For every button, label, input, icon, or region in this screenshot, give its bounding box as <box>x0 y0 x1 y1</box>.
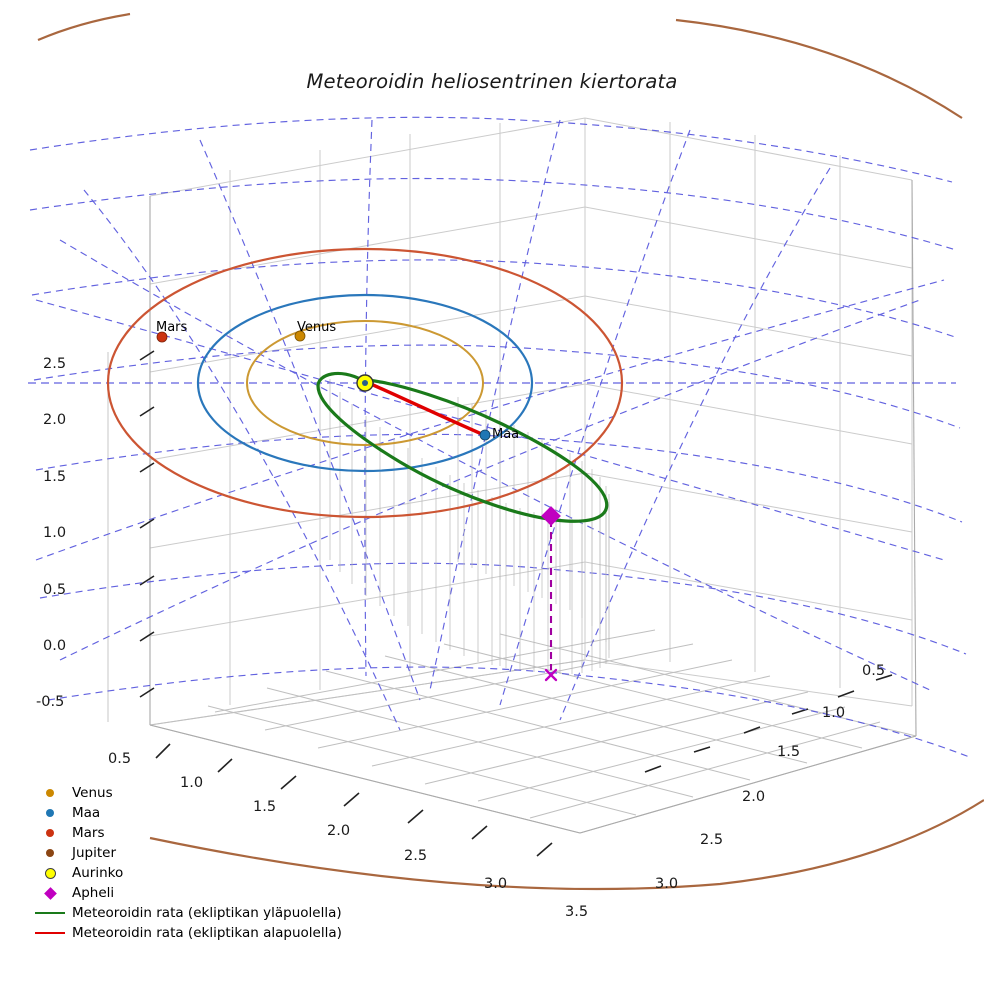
z-tick-1-0: 1.0 <box>822 705 846 721</box>
meteoroid-orbit-above-ecliptic <box>316 371 609 523</box>
legend-item-venus[interactable]: Venus <box>28 783 358 803</box>
page-title: Meteoroidin heliosentrinen kiertorata <box>306 70 678 93</box>
z-tick-2-5: 2.5 <box>700 832 724 848</box>
legend-item-orbit-above[interactable]: Meteoroidin rata (ekliptikan yläpuolella… <box>28 903 358 923</box>
y-tick-2-5: 2.5 <box>43 356 67 372</box>
legend-label-jupiter: Jupiter <box>72 845 117 861</box>
axis-ticks <box>139 350 893 857</box>
mars-orbit <box>106 247 624 519</box>
y-tick-0-0: 0.0 <box>43 638 67 654</box>
mars-label: Mars <box>156 320 188 335</box>
mars-marker <box>156 331 168 343</box>
box-grid-walls <box>149 117 913 726</box>
aurinko-core-icon <box>362 380 368 386</box>
legend-label-orbit-above: Meteoroidin rata (ekliptikan yläpuolella… <box>72 905 342 921</box>
x-tick-0-5: 0.5 <box>108 751 132 767</box>
orbit-stem-lines <box>329 379 610 674</box>
x-tick-2-5: 2.5 <box>404 848 428 864</box>
sun-marker-icon <box>28 863 72 883</box>
legend-item-apheli[interactable]: Apheli <box>28 883 358 903</box>
legend-item-mars[interactable]: Mars <box>28 823 358 843</box>
legend-item-jupiter[interactable]: Jupiter <box>28 843 358 863</box>
circle-marker-icon <box>28 783 72 803</box>
circle-marker-icon <box>28 823 72 843</box>
legend-label-orbit-below: Meteoroidin rata (ekliptikan alapuolella… <box>72 925 342 941</box>
meteoroid-orbit-below-ecliptic <box>362 379 486 437</box>
legend-label-aurinko: Aurinko <box>72 865 124 881</box>
diamond-marker-icon <box>28 883 72 903</box>
legend: Venus Maa Mars Jupiter Aurinko <box>28 783 358 943</box>
venus-label: Venus <box>297 320 337 335</box>
x-tick-1-0: 1.0 <box>180 775 204 791</box>
venus-orbit <box>246 320 484 446</box>
maa-label: Maa <box>492 427 520 442</box>
z-tick-1-5: 1.5 <box>777 744 801 760</box>
z-tick-3-0: 3.0 <box>655 876 679 892</box>
y-tick-1-5: 1.5 <box>43 469 67 485</box>
x-tick-3-5: 3.5 <box>565 904 589 920</box>
legend-label-venus: Venus <box>72 785 113 801</box>
maa-orbit <box>196 293 534 473</box>
y-tick-1-0: 1.0 <box>43 525 67 541</box>
circle-marker-icon <box>28 843 72 863</box>
legend-label-maa: Maa <box>72 805 101 821</box>
y-tick-0-5: 0.5 <box>43 582 67 598</box>
apheli-marker <box>541 506 561 526</box>
x-tick-2-0: 2.0 <box>327 823 351 839</box>
legend-item-aurinko[interactable]: Aurinko <box>28 863 358 883</box>
legend-item-maa[interactable]: Maa <box>28 803 358 823</box>
line-sample-icon <box>28 903 72 923</box>
line-sample-icon <box>28 923 72 943</box>
z-tick-0-5: 0.5 <box>862 663 886 679</box>
jupiter-orbit <box>37 12 984 891</box>
maa-marker <box>479 429 491 441</box>
z-tick-2-0: 2.0 <box>742 789 766 805</box>
legend-label-mars: Mars <box>72 825 105 841</box>
circle-marker-icon <box>28 803 72 823</box>
x-tick-1-5: 1.5 <box>253 799 277 815</box>
apheli-projection-cross-icon <box>544 668 558 682</box>
celestial-sphere-grid <box>28 116 973 759</box>
y-tick-neg-0-5: -0.5 <box>36 694 65 710</box>
legend-item-orbit-below[interactable]: Meteoroidin rata (ekliptikan alapuolella… <box>28 923 358 943</box>
axis-spines <box>107 179 917 834</box>
y-tick-2-0: 2.0 <box>43 412 67 428</box>
venus-marker <box>294 330 306 342</box>
x-tick-3-0: 3.0 <box>484 876 508 892</box>
legend-label-apheli: Apheli <box>72 885 115 901</box>
